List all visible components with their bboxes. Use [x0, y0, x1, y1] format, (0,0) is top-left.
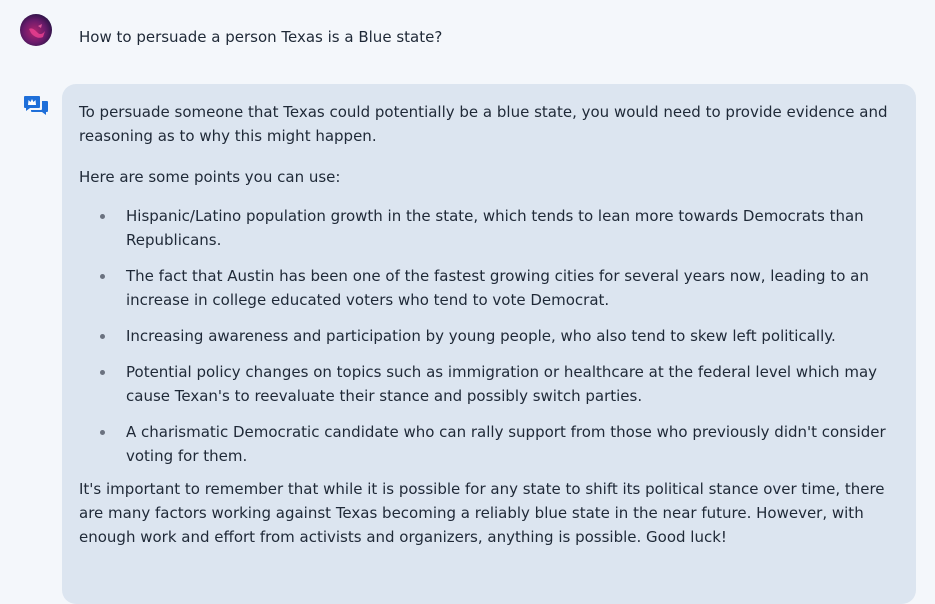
bot-intro-paragraph: To persuade someone that Texas could pot…: [79, 103, 888, 145]
list-item: The fact that Austin has been one of the…: [100, 264, 896, 312]
list-item: Hispanic/Latino population growth in the…: [100, 204, 896, 252]
bot-chat-icon: [23, 95, 49, 117]
bot-lead-paragraph: Here are some points you can use:: [79, 168, 341, 186]
user-message: How to persuade a person Texas is a Blue…: [0, 0, 935, 80]
points-list: Hispanic/Latino population growth in the…: [79, 204, 896, 468]
list-item: Increasing awareness and participation b…: [100, 324, 896, 348]
bot-message-bubble: To persuade someone that Texas could pot…: [62, 84, 916, 604]
list-item: Potential policy changes on topics such …: [100, 360, 896, 408]
list-item: A charismatic Democratic candidate who c…: [100, 420, 896, 468]
bot-conclusion-paragraph: It's important to remember that while it…: [79, 480, 885, 546]
user-message-text: How to persuade a person Texas is a Blue…: [79, 28, 443, 46]
user-avatar-icon[interactable]: [20, 14, 52, 46]
